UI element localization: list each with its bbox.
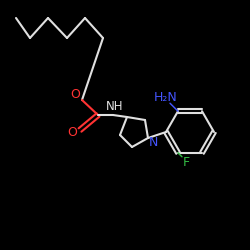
Text: F: F: [182, 156, 190, 169]
Text: NH: NH: [106, 100, 124, 114]
Text: H₂N: H₂N: [154, 91, 178, 104]
Text: N: N: [148, 136, 158, 149]
Text: O: O: [70, 88, 80, 102]
Text: O: O: [67, 126, 77, 138]
